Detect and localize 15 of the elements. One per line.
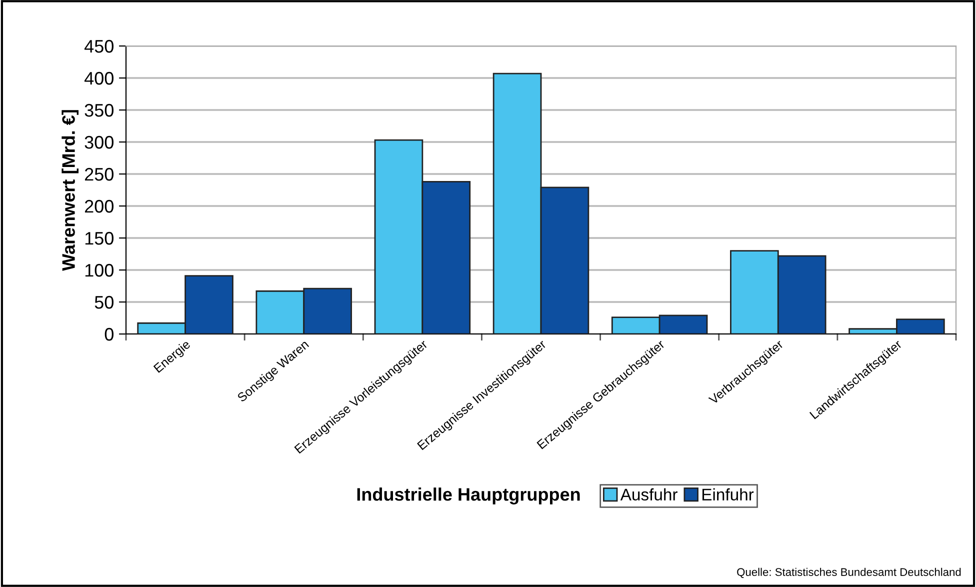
legend-label: Einfuhr: [702, 488, 754, 501]
y-tick-label: 0: [104, 328, 114, 341]
y-tick-label: 400: [84, 72, 114, 85]
y-tick-label: 350: [84, 104, 114, 117]
y-axis-title: Warenwert [Mrd. €]: [62, 110, 79, 271]
x-axis-title: Industrielle Hauptgruppen: [357, 488, 580, 504]
legend-label: Ausfuhr: [620, 488, 678, 501]
y-tick-label: 250: [84, 168, 114, 181]
y-tick-label: 150: [85, 232, 114, 245]
y-tick-label: 300: [84, 136, 114, 149]
y-tick-label: 450: [84, 40, 114, 53]
y-tick-label: 50: [94, 296, 114, 309]
y-tick-label: 200: [84, 200, 114, 213]
source-note: Quelle: Statistisches Bundesamt Deutschland: [737, 568, 961, 578]
y-tick-label: 100: [85, 264, 114, 277]
